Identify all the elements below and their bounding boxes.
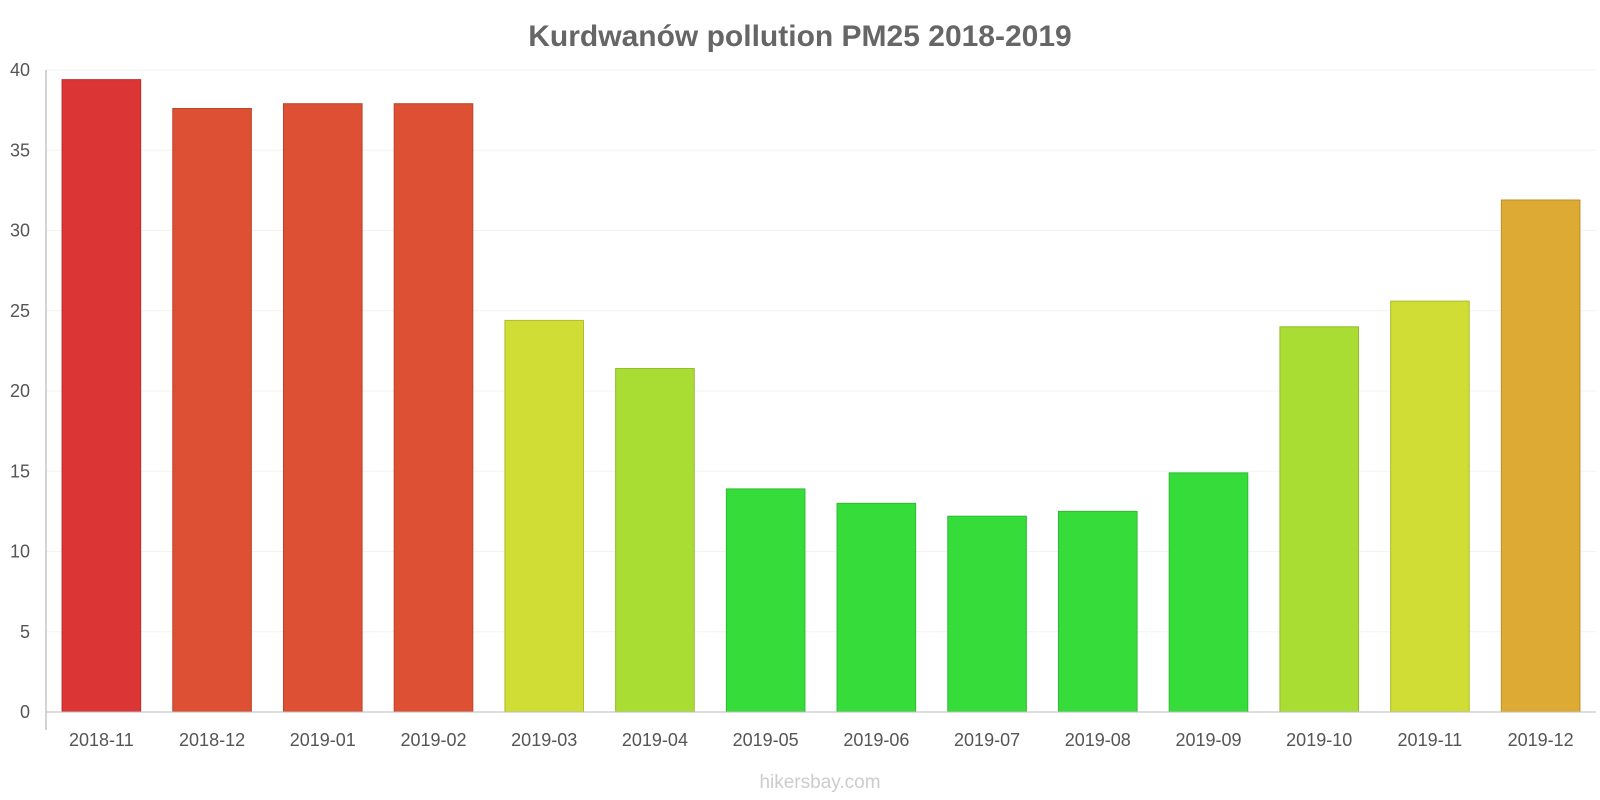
bar-2019-10 [1279,326,1360,713]
y-tick-label: 15 [10,461,30,481]
x-tick-label: 2019-12 [1508,730,1574,750]
x-tick-label: 2019-09 [1175,730,1241,750]
x-tick-label: 2019-08 [1065,730,1131,750]
x-tick-label: 2019-05 [733,730,799,750]
bar-2019-08 [1057,510,1138,713]
bar-2018-12 [172,108,252,713]
chart-title: Kurdwanów pollution PM25 2018-2019 [528,20,1071,53]
x-tick-label: 2019-07 [954,730,1020,750]
y-tick-label: 30 [10,221,30,241]
x-tick-labels: 2018-11 2018-12 2019-01 2019-02 2019-03 2019-… [69,730,1574,750]
x-tick-label: 2019-01 [290,730,356,750]
x-tick-label: 2018-11 [69,730,134,750]
bar-2019-09 [1168,472,1249,713]
axes [45,70,1596,730]
gridlines [46,69,1596,633]
bar-2018-11 [61,79,142,713]
y-tick-label: 40 [10,60,30,80]
bars [61,79,1581,713]
y-tick-labels: 0 5 10 15 20 25 30 35 40 [10,60,30,722]
y-tick-label: 25 [10,301,30,321]
bar-2019-02 [393,103,474,713]
y-tick-label: 20 [10,381,30,401]
x-tick-label: 2019-06 [843,730,909,750]
y-tick-label: 0 [20,702,30,722]
bar-2019-06 [836,502,917,713]
y-tick-label: 5 [20,622,30,642]
x-tick-label: 2019-03 [511,730,577,750]
x-tick-label: 2019-02 [400,730,466,750]
x-tick-label: 2019-11 [1398,730,1463,750]
bar-2019-05 [725,488,806,713]
x-tick-label: 2019-10 [1286,730,1352,750]
bar-2019-12 [1500,199,1581,713]
bar-2019-07 [947,515,1027,713]
y-tick-label: 35 [10,140,30,160]
x-tick-label: 2019-04 [622,730,688,750]
y-tick-label: 10 [10,542,30,562]
bar-2019-11 [1390,300,1470,713]
watermark: hikersbay.com [759,772,880,793]
x-tick-label: 2018-12 [179,730,245,750]
bar-2019-01 [282,103,363,713]
bar-2019-03 [504,319,585,713]
bar-2019-04 [615,368,695,713]
